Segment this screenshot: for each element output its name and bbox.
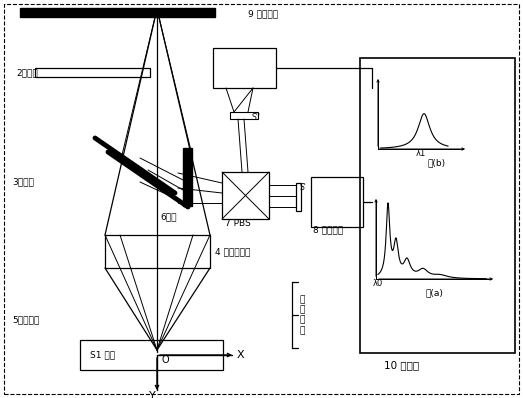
Text: 图(b): 图(b) bbox=[428, 158, 446, 168]
Text: s白光点光源: s白光点光源 bbox=[163, 10, 195, 18]
Text: 9 光谱仪二: 9 光谱仪二 bbox=[248, 10, 278, 18]
Text: 4 色敏镜头组: 4 色敏镜头组 bbox=[215, 248, 251, 256]
Bar bbox=[222, 172, 269, 219]
Bar bbox=[35, 68, 150, 77]
Text: S': S' bbox=[300, 183, 307, 193]
Bar bbox=[296, 183, 301, 211]
Text: S1 缺陷: S1 缺陷 bbox=[90, 351, 115, 359]
Text: 5待测物体: 5待测物体 bbox=[12, 316, 39, 324]
Bar bbox=[213, 48, 276, 88]
Text: 3分光镜: 3分光镜 bbox=[12, 178, 34, 187]
Text: 8 光谱仪一: 8 光谱仪一 bbox=[313, 226, 343, 234]
Bar bbox=[183, 148, 192, 206]
Text: 2偏振片: 2偏振片 bbox=[16, 68, 38, 78]
Text: 6光阑: 6光阑 bbox=[160, 213, 176, 222]
Text: λ0: λ0 bbox=[373, 279, 383, 289]
Text: 7 PBS: 7 PBS bbox=[225, 219, 251, 228]
Text: 图(a): 图(a) bbox=[426, 289, 444, 297]
Bar bbox=[230, 112, 258, 119]
Text: X: X bbox=[237, 350, 245, 360]
Text: S'': S'' bbox=[252, 113, 261, 121]
Bar bbox=[20, 8, 215, 17]
Text: 10 计算机: 10 计算机 bbox=[384, 360, 419, 370]
Bar bbox=[80, 340, 223, 370]
Text: 1: 1 bbox=[155, 10, 161, 18]
Text: 测
量
范
围: 测 量 范 围 bbox=[300, 295, 305, 335]
Text: O: O bbox=[161, 355, 168, 365]
Bar bbox=[311, 177, 363, 227]
Text: Y: Y bbox=[149, 391, 155, 398]
Text: λ1: λ1 bbox=[416, 148, 426, 158]
Bar bbox=[360, 58, 515, 353]
